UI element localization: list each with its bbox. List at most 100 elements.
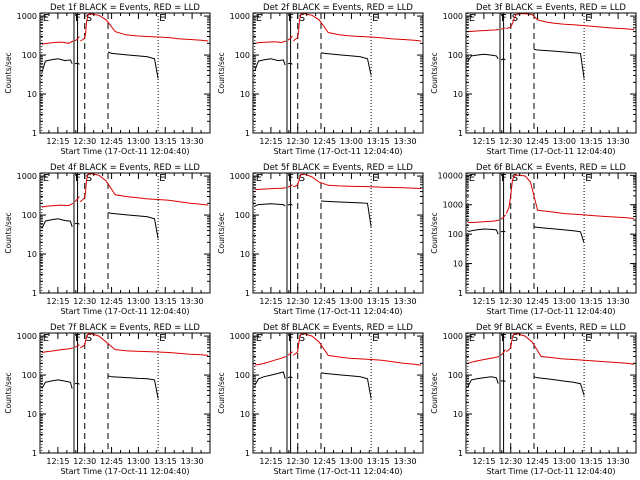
x-tick-label: 12:15	[259, 297, 282, 306]
x-tick-label: 12:30	[73, 297, 96, 306]
event-marker-label: E	[256, 13, 262, 24]
chart-title: Det 5f BLACK = Events, RED = LLD	[263, 163, 413, 173]
x-tick-label: 13:30	[181, 457, 204, 466]
series-black-line	[533, 48, 585, 79]
plot-frame	[465, 172, 637, 294]
series-black-line	[320, 52, 372, 76]
chart-panel: Det 5f BLACK = Events, RED = LLDEFSE1101…	[217, 163, 424, 316]
y-tick-label: 1000	[443, 12, 463, 21]
x-axis-label: Start Time (17-Oct-11 12:04:40)	[273, 147, 402, 156]
series-red-line	[500, 27, 506, 30]
event-marker-label: E	[256, 173, 262, 184]
series-red-line	[79, 173, 209, 206]
x-tick-label: 13:30	[607, 457, 630, 466]
series-red-line	[80, 333, 209, 356]
y-tick-label: 10	[453, 90, 463, 99]
event-marker-label: E	[43, 13, 49, 24]
series-black-line	[254, 371, 286, 386]
x-tick-label: 13:00	[553, 137, 576, 146]
series-red-line	[467, 356, 500, 364]
event-marker-label: S	[86, 173, 92, 184]
series-group	[254, 13, 422, 76]
series-red-line	[292, 333, 422, 366]
series-black-line	[254, 203, 286, 207]
y-tick-label: 1000	[17, 12, 37, 21]
y-axis-label: Counts/sec	[430, 372, 439, 413]
event-marker-label: S	[299, 333, 305, 344]
y-tick-label: 1000	[17, 332, 37, 341]
chart-panel: Det 4f BLACK = Events, RED = LLDEFSE1101…	[4, 163, 211, 316]
x-tick-label: 13:30	[607, 297, 630, 306]
plot-frame	[252, 332, 424, 454]
series-red-line	[74, 344, 80, 348]
series-red-line	[287, 351, 293, 356]
y-tick-label: 1000	[230, 332, 250, 341]
series-group	[467, 174, 635, 244]
series-black-line	[41, 58, 73, 73]
y-axis-label: Counts/sec	[4, 212, 13, 253]
series-red-line	[287, 35, 293, 41]
event-marker-label: S	[86, 13, 92, 24]
series-black-line	[41, 218, 73, 229]
x-tick-label: 13:00	[127, 297, 150, 306]
x-tick-label: 12:30	[499, 297, 522, 306]
series-black-line	[287, 376, 293, 379]
y-axis-label: Counts/sec	[4, 372, 13, 413]
x-tick-label: 13:00	[127, 457, 150, 466]
x-tick-label: 13:15	[367, 297, 390, 306]
y-axis-label: Counts/sec	[217, 52, 226, 93]
series-black-line	[500, 230, 506, 233]
x-tick-label: 13:15	[580, 457, 603, 466]
x-tick-label: 12:15	[46, 457, 69, 466]
chart-title: Det 4f BLACK = Events, RED = LLD	[50, 163, 200, 173]
event-marker-label: E	[256, 333, 262, 344]
x-tick-label: 12:45	[313, 457, 336, 466]
event-marker-label: S	[512, 173, 518, 184]
series-group	[41, 333, 209, 399]
event-marker-label: S	[86, 333, 92, 344]
plot-frame	[252, 12, 424, 134]
y-tick-label: 10	[453, 260, 463, 269]
x-tick-label: 13:15	[580, 297, 603, 306]
event-marker-label: E	[43, 333, 49, 344]
chart-panel: Det 9f BLACK = Events, RED = LLDEFSE1101…	[430, 323, 637, 476]
chart-title: Det 3f BLACK = Events, RED = LLD	[476, 3, 626, 13]
x-tick-label: 12:45	[100, 457, 123, 466]
plot-frame	[39, 172, 211, 294]
y-axis-label: Counts/sec	[430, 52, 439, 93]
x-tick-label: 12:45	[526, 297, 549, 306]
y-tick-label: 10	[27, 90, 37, 99]
x-tick-label: 13:00	[340, 297, 363, 306]
x-tick-label: 12:30	[286, 457, 309, 466]
x-tick-label: 12:15	[472, 297, 495, 306]
x-tick-label: 12:30	[286, 297, 309, 306]
series-red-line	[41, 202, 74, 208]
x-tick-label: 12:30	[286, 137, 309, 146]
series-black-line	[467, 53, 499, 62]
x-tick-label: 13:30	[394, 137, 417, 146]
event-marker-label: E	[469, 13, 475, 24]
y-tick-label: 10	[453, 410, 463, 419]
y-tick-label: 1	[245, 289, 250, 298]
series-group	[41, 173, 209, 239]
chart-title: Det 1f BLACK = Events, RED = LLD	[50, 3, 200, 13]
series-red-line	[500, 214, 506, 220]
y-tick-label: 100	[448, 230, 463, 239]
x-tick-label: 13:30	[607, 137, 630, 146]
event-marker-label: E	[372, 173, 378, 184]
series-red-line	[254, 187, 287, 191]
series-black-line	[287, 203, 293, 206]
y-tick-label: 100	[235, 211, 250, 220]
y-tick-label: 100	[22, 51, 37, 60]
chart-panel: Det 8f BLACK = Events, RED = LLDEFSE1101…	[217, 323, 424, 476]
series-black-line	[533, 226, 585, 244]
y-tick-label: 1000	[443, 332, 463, 341]
chart-title: Det 2f BLACK = Events, RED = LLD	[263, 3, 413, 13]
series-black-line	[320, 372, 372, 399]
y-axis-label: Counts/sec	[4, 52, 13, 93]
event-marker-label: E	[585, 173, 591, 184]
x-tick-label: 12:30	[499, 457, 522, 466]
y-tick-label: 10000	[438, 171, 463, 180]
x-tick-label: 12:30	[499, 137, 522, 146]
y-tick-label: 100	[22, 371, 37, 380]
